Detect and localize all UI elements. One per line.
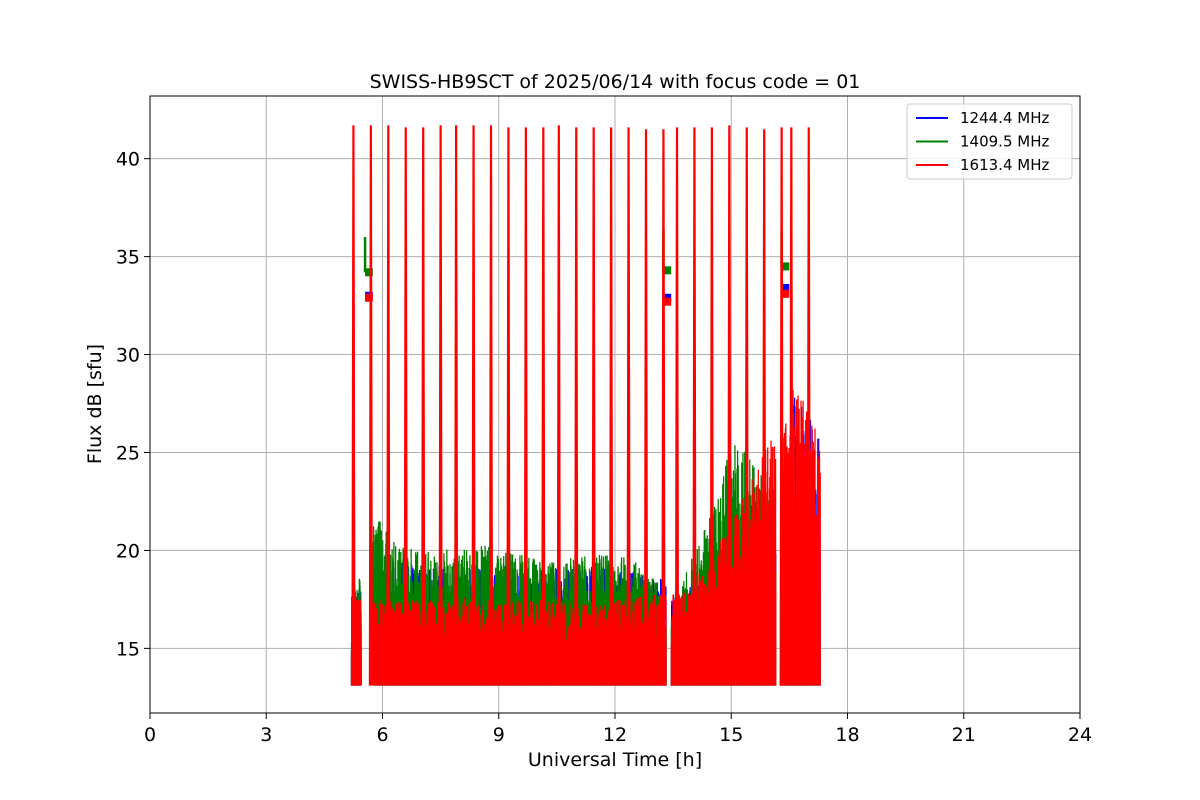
- x-tick-label: 9: [493, 724, 505, 746]
- x-tick-label: 0: [144, 724, 156, 746]
- calibration-peak: [674, 127, 680, 686]
- calibration-peak: [368, 125, 373, 686]
- legend-entry: 1409.5 MHz: [960, 133, 1049, 151]
- calibration-peak: [727, 125, 732, 686]
- y-axis-label: Flux dB [sfu]: [84, 344, 106, 464]
- x-tick-label: 15: [719, 724, 743, 746]
- legend-entry: 1244.4 MHz: [960, 109, 1049, 127]
- calibration-peak: [762, 129, 767, 686]
- calibration-peak: [454, 125, 459, 686]
- calibration-peak: [626, 127, 631, 686]
- calibration-peak: [351, 125, 356, 686]
- y-axis-ticks: 15 20 25 30 35 40: [116, 149, 150, 660]
- calibration-peak: [523, 127, 528, 686]
- calibration-peak: [609, 127, 614, 686]
- x-tick-label: 24: [1068, 724, 1092, 746]
- x-tick-label: 18: [835, 724, 859, 746]
- calibration-peak: [661, 129, 666, 686]
- calibration-peak: [779, 127, 784, 686]
- y-tick-label: 30: [116, 345, 140, 367]
- x-axis-label: Universal Time [h]: [528, 749, 702, 771]
- calibration-peak: [541, 127, 546, 686]
- calibration-peak: [438, 125, 443, 686]
- legend-entry: 1613.4 MHz: [960, 156, 1049, 174]
- y-tick-label: 35: [116, 247, 140, 269]
- y-tick-label: 25: [116, 442, 140, 464]
- x-tick-label: 12: [603, 724, 627, 746]
- y-tick-label: 15: [116, 638, 140, 660]
- legend-box: [906, 103, 1073, 180]
- x-tick-label: 21: [952, 724, 976, 746]
- calibration-peak: [471, 125, 476, 686]
- calibration-peak: [556, 125, 561, 686]
- y-tick-label: 40: [116, 149, 140, 171]
- x-tick-label: 3: [260, 724, 272, 746]
- calibration-peak: [744, 127, 749, 686]
- series-layer: [350, 125, 821, 686]
- calibration-peak: [692, 127, 697, 686]
- calibration-peak: [709, 127, 714, 686]
- calibration-peak: [643, 129, 649, 686]
- x-axis-ticks: 0 3 6 9 12 15 18 21 24: [144, 713, 1092, 746]
- series-trace: [350, 390, 821, 686]
- calibration-peaks: [351, 125, 811, 686]
- chart-title: SWISS-HB9SCT of 2025/06/14 with focus co…: [370, 71, 861, 93]
- calibration-peak: [591, 127, 596, 686]
- y-tick-label: 20: [116, 540, 140, 562]
- calibration-peak: [789, 127, 794, 686]
- calibration-peak: [574, 127, 579, 686]
- x-tick-label: 6: [376, 724, 388, 746]
- calibration-peak: [421, 127, 426, 686]
- calibration-peak: [806, 127, 811, 686]
- legend: 1244.4 MHz 1409.5 MHz 1613.4 MHz: [906, 103, 1073, 180]
- calibration-peak: [506, 127, 511, 686]
- calibration-peak: [403, 127, 408, 686]
- calibration-peak: [386, 125, 391, 686]
- calibration-peak: [488, 125, 494, 686]
